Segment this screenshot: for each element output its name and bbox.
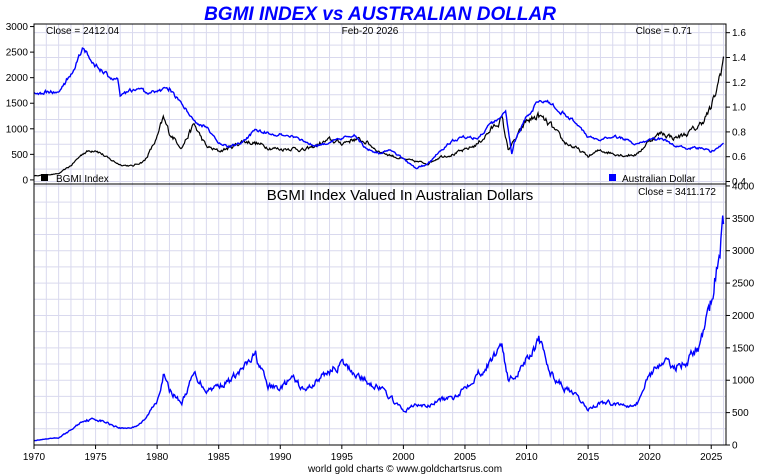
y-right-tick-label: 0 <box>732 441 738 452</box>
y-right-tick-label: 2500 <box>732 279 755 290</box>
x-tick-label: 2010 <box>515 452 538 463</box>
x-tick-label: 1975 <box>84 452 107 463</box>
y-left-tick-label: 500 <box>11 150 28 161</box>
y-right-tick-label: 0.8 <box>732 127 746 138</box>
bottom-close-label: Close = 3411.172 <box>638 187 716 198</box>
top-close-right: Close = 0.71 <box>636 26 693 37</box>
series-bgmi-in-aud-line <box>33 215 725 442</box>
bottom-panel-frame <box>33 183 727 446</box>
top-panel-frame <box>33 23 727 185</box>
y-left-tick-label: 0 <box>22 175 28 186</box>
y-right-tick-label: 0.4 <box>732 177 746 188</box>
x-tick-label: 2005 <box>454 452 477 463</box>
bottom-panel-title: BGMI Index Valued In Australian Dollars <box>267 187 534 204</box>
y-left-tick-label: 2000 <box>6 73 29 84</box>
y-left-tick-label: 3000 <box>6 22 29 33</box>
chart-title: BGMI INDEX vs AUSTRALIAN DOLLAR <box>204 4 556 25</box>
footer-credit: world gold charts © www.goldchartsrus.co… <box>307 464 502 475</box>
x-tick-label: 1995 <box>331 452 354 463</box>
y-right-tick-label: 4000 <box>732 181 755 192</box>
y-right-tick-label: 1.4 <box>732 53 746 64</box>
y-right-tick-label: 1000 <box>732 376 755 387</box>
y-right-tick-label: 500 <box>732 408 749 419</box>
series-australian-dollar-line <box>33 47 724 170</box>
top-date-label: Feb-20 2026 <box>342 26 399 37</box>
y-right-tick-label: 3500 <box>732 214 755 225</box>
top-gridlines <box>33 24 726 184</box>
y-left-tick-label: 2500 <box>6 48 29 59</box>
x-tick-label: 1985 <box>208 452 231 463</box>
x-tick-label: 1990 <box>269 452 292 463</box>
x-axis: 1970 1975 1980 1985 1990 1995 2000 2005 2010 2015… <box>23 445 723 463</box>
series-bgmi-index-line <box>33 56 725 177</box>
y-right-tick-label: 0.6 <box>732 152 746 163</box>
legend-aud-swatch <box>609 174 616 181</box>
legend-aud-label: Australian Dollar <box>622 174 696 185</box>
top-left-axis: 0 500 1000 1500 2000 2500 3000 <box>6 22 34 186</box>
bottom-panel: 0 500 1000 1500 2000 2500 3000 3500 4000 BGMI In… <box>33 181 755 452</box>
legend-bgmi-swatch <box>41 174 48 181</box>
y-right-tick-label: 1.6 <box>732 28 746 39</box>
y-right-tick-label: 1500 <box>732 343 755 354</box>
bottom-gridlines <box>33 184 726 446</box>
bottom-right-axis: 0 500 1000 1500 2000 2500 3000 3500 4000 <box>726 181 755 452</box>
y-left-tick-label: 1500 <box>6 99 29 110</box>
x-tick-label: 1980 <box>146 452 169 463</box>
y-right-tick-label: 3000 <box>732 246 755 257</box>
top-close-left: Close = 2412.04 <box>46 26 120 37</box>
x-tick-label: 2015 <box>577 452 600 463</box>
top-panel: 0 500 1000 1500 2000 2500 3000 0.4 0.6 0.8 1.0 1.2… <box>6 22 747 188</box>
y-right-tick-label: 1.2 <box>732 78 746 89</box>
legend-bgmi-label: BGMI Index <box>56 174 109 185</box>
x-tick-label: 2025 <box>700 452 723 463</box>
y-right-tick-label: 1.0 <box>732 103 746 114</box>
x-tick-label: 2000 <box>392 452 415 463</box>
y-left-tick-label: 1000 <box>6 124 29 135</box>
x-tick-label: 1970 <box>23 452 46 463</box>
y-right-tick-label: 2000 <box>732 311 755 322</box>
top-right-axis: 0.4 0.6 0.8 1.0 1.2 1.4 1.6 <box>726 28 746 188</box>
x-tick-label: 2020 <box>639 452 662 463</box>
